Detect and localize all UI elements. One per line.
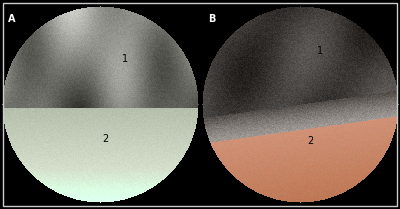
Text: B: B bbox=[208, 14, 215, 24]
Text: A: A bbox=[8, 14, 16, 24]
Text: 1: 1 bbox=[122, 54, 128, 64]
Text: 2: 2 bbox=[102, 134, 108, 144]
Text: 2: 2 bbox=[307, 136, 313, 146]
Text: 1: 1 bbox=[317, 46, 323, 56]
